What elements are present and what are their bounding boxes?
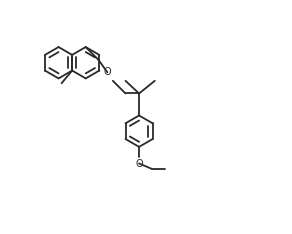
Text: O: O [135,159,143,169]
Text: O: O [104,67,111,77]
